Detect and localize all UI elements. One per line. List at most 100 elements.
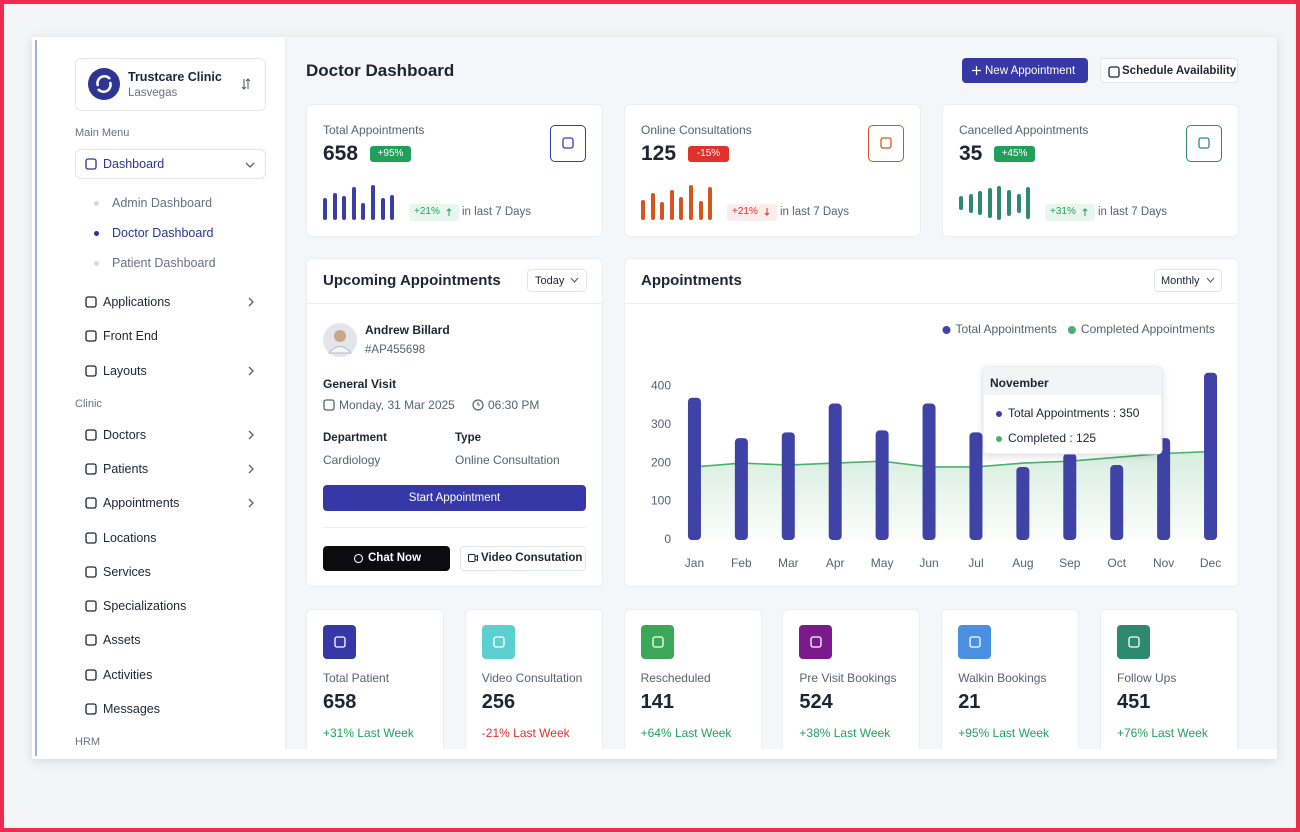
menu-item[interactable]: Messages [103,702,160,716]
arrow [764,208,770,216]
icon-shape [334,636,346,648]
menu-section-title: Clinic [75,397,102,410]
menu-icon [85,566,97,578]
icon-shape [85,497,97,509]
icon-shape [85,364,97,377]
new-appointment-label[interactable]: New Appointment [985,65,1076,77]
avatar-body [327,346,353,354]
arrows [241,78,251,90]
summary-label: Rescheduled [640,671,711,685]
chat-button[interactable] [323,546,450,571]
today-dropdown[interactable] [527,269,587,292]
summary-label: Follow Ups [1117,671,1177,685]
chevron [248,430,254,440]
summary-change: +95% Last Week [958,726,1050,740]
start-button-label[interactable]: Start Appointment [408,492,501,504]
chevron-down [570,277,579,283]
sparkline-bar [669,190,674,220]
upcoming-card [306,258,603,587]
menu-item[interactable]: Locations [103,530,157,545]
menu-item[interactable]: Appointments [103,496,180,511]
summary-value: 451 [1117,691,1151,713]
chevron-right [248,297,254,307]
icon-shape [880,137,892,149]
summary-value: 658 [323,691,357,713]
menu-item[interactable]: Patients [103,461,149,476]
new-appointment-button[interactable] [962,58,1088,83]
dropdown-label[interactable]: Today [535,275,565,287]
chat-icon [353,553,364,564]
video-button[interactable] [460,546,586,571]
clinic-logo [88,68,120,100]
stat-icon-glyph [1198,137,1210,149]
icon-shape [493,636,505,648]
summary-icon [799,625,833,659]
icon-shape [1198,137,1210,149]
detail-label: Department [323,432,387,444]
menu-item[interactable]: Activities [103,667,153,682]
summary-icon [640,625,674,659]
sparkline-bar [380,198,385,220]
menu-item-active[interactable] [75,149,266,179]
stat-label: Cancelled Appointments [959,123,1089,137]
summary-value: 524 [799,691,833,713]
logo-swirl [96,75,112,93]
monthly-dropdown[interactable] [1154,269,1222,292]
trend-arrow [764,208,770,216]
sparkline-bar [1016,193,1021,213]
menu-item[interactable]: Applications [103,295,171,309]
menu-icon [85,296,97,308]
sparkline-bar [1007,190,1011,216]
menu-item[interactable]: Services [103,564,151,579]
chat-button-label[interactable]: Chat Now [368,552,422,564]
summary-change: +76% Last Week [1117,726,1208,740]
schedule-button[interactable] [1100,58,1238,83]
schedule-label[interactable]: Schedule Availability [1122,65,1237,77]
video-button-label[interactable]: Video Consutation [481,552,583,564]
arrow [1082,208,1088,216]
clock-icon [472,399,484,411]
submenu-item[interactable]: Doctor Dashboard [112,226,214,240]
chevron [248,464,254,474]
start-button[interactable] [323,485,586,511]
chart-card [624,258,1239,587]
appointment-date: Monday, 31 Mar 2025 [339,398,455,412]
menu-item[interactable]: Doctors [103,427,147,442]
clock-face [472,399,484,411]
sparkline-bar [323,198,327,220]
menu-item[interactable]: Specializations [103,599,187,614]
menu-item[interactable]: Front End [103,329,158,344]
submenu-item[interactable]: Admin Dashboard [112,196,213,210]
switch-icon [241,78,251,90]
stat-icon [868,125,904,162]
menu-icon [85,364,97,377]
menu-item[interactable]: Dashboard [103,157,165,171]
chevron [248,366,254,376]
summary-icon-glyph [1128,636,1140,648]
menu-icon [85,330,97,342]
icon-shape [85,296,97,308]
menu-icon [85,497,97,509]
menu-item[interactable]: Layouts [103,363,147,378]
dropdown-label[interactable]: Monthly [1161,275,1200,287]
chevron [248,297,254,307]
stat-icon-glyph [562,137,574,149]
summary-change: -21% Last Week [481,726,570,740]
menu-icon [85,463,97,475]
bubble [353,553,364,564]
summary-icon-glyph [810,636,823,648]
card-title: Upcoming Appointments [323,272,501,289]
submenu-item[interactable]: Patient Dashboard [112,256,216,270]
summary-change: +64% Last Week [640,726,732,740]
icon-shape [85,566,97,578]
sidebar-edge [35,40,37,756]
chevron [570,277,579,283]
sparkline-bar [371,185,375,220]
sparkline-bar [959,196,963,210]
summary-label: Video Consultation [481,671,583,685]
clinic-location: Lasvegas [128,87,178,99]
menu-item[interactable]: Assets [103,633,141,648]
icon-shape [85,703,97,715]
calendar-icon [1108,66,1120,78]
